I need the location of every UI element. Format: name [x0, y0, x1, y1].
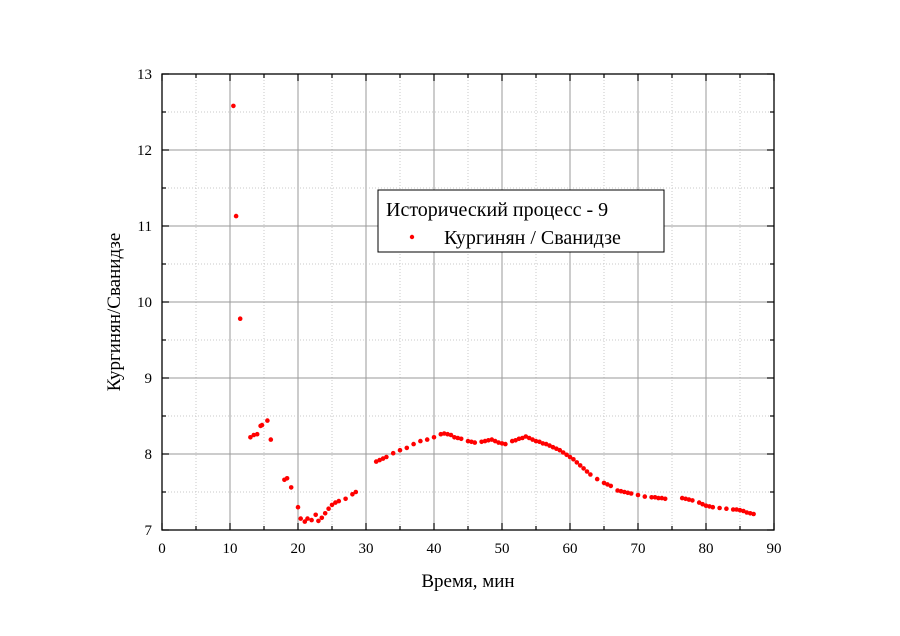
data-point [577, 463, 583, 468]
data-point [567, 454, 573, 460]
y-tick-label: 9 [145, 371, 153, 387]
data-point [284, 476, 290, 481]
data-point [472, 440, 478, 445]
data-point [588, 472, 593, 477]
data-point [329, 502, 335, 508]
y-tick-label: 8 [145, 447, 153, 463]
x-tick-label: 80 [699, 541, 714, 557]
data-point [237, 316, 243, 322]
data-point [710, 504, 716, 510]
data-point [635, 492, 641, 498]
data-point [343, 496, 348, 502]
data-point [411, 441, 416, 447]
data-point [259, 422, 265, 428]
data-point [662, 496, 668, 502]
data-point [295, 504, 301, 510]
data-point [656, 495, 661, 501]
data-point [690, 498, 695, 503]
legend-entry: Кургинян / Сванидзе [444, 227, 621, 249]
data-point [649, 495, 654, 500]
data-point [336, 498, 342, 504]
data-point [424, 437, 430, 442]
data-point [265, 418, 270, 423]
data-point [298, 516, 304, 521]
x-tick-label: 20 [291, 541, 306, 557]
data-point [730, 507, 736, 512]
data-point [268, 437, 274, 442]
data-point [448, 432, 454, 438]
data-point [571, 457, 576, 462]
y-tick-label: 13 [137, 67, 152, 83]
data-point [288, 485, 294, 490]
x-tick-label: 70 [631, 541, 646, 557]
data-point [305, 516, 310, 521]
data-point [390, 450, 396, 456]
data-point [608, 483, 614, 489]
data-point [404, 445, 410, 451]
data-point [557, 447, 563, 453]
y-axis-title: Кургинян/Сванидзе [104, 233, 125, 392]
data-point [313, 512, 319, 518]
data-point [574, 460, 580, 465]
data-point [248, 435, 253, 440]
data-point [309, 517, 314, 523]
x-tick-label: 40 [427, 541, 442, 557]
y-tick-label: 12 [137, 143, 152, 159]
data-point [322, 511, 328, 516]
y-tick-label: 11 [138, 219, 152, 235]
data-point [316, 518, 321, 524]
data-point [564, 452, 569, 458]
x-tick-label: 10 [223, 541, 238, 557]
data-point [231, 103, 236, 109]
data-point [350, 492, 355, 497]
y-tick-labels: 7 8 9 10 11 12 13 [137, 67, 153, 539]
data-point [397, 447, 403, 453]
data-point [384, 454, 389, 460]
x-tick-label: 30 [359, 541, 374, 557]
x-axis-title: Время, мин [421, 571, 514, 592]
data-point [642, 494, 648, 499]
data-point [326, 506, 331, 512]
x-tick-labels: 0 10 20 30 40 50 60 70 80 90 [158, 541, 781, 557]
data-point [302, 519, 308, 524]
data-point [503, 441, 508, 447]
data-point [724, 506, 729, 512]
y-tick-label: 10 [137, 295, 152, 311]
legend-box [377, 189, 665, 253]
data-point [581, 466, 586, 471]
grid [162, 74, 774, 530]
data-points [231, 103, 756, 524]
data-point [560, 450, 566, 455]
x-tick-label: 50 [495, 541, 510, 557]
legend-title: Исторический процесс - 9 [386, 199, 608, 221]
data-point [353, 489, 359, 495]
legend: Исторический процесс - 9 Кургинян / Сван… [377, 189, 665, 253]
data-point [233, 213, 239, 219]
data-point [594, 476, 600, 482]
data-point [254, 431, 260, 437]
data-point [418, 438, 423, 444]
data-point [458, 436, 464, 442]
data-point [751, 511, 756, 517]
x-tick-label: 60 [563, 541, 578, 557]
data-point [319, 515, 325, 521]
y-tick-label: 7 [145, 523, 153, 539]
x-tick-label: 90 [767, 541, 782, 557]
data-point [431, 435, 437, 440]
data-point [717, 505, 722, 511]
data-point [628, 491, 634, 496]
data-point [584, 469, 590, 474]
x-tick-label: 0 [158, 541, 166, 557]
axis-ticks [161, 73, 775, 531]
legend-marker [409, 234, 415, 240]
